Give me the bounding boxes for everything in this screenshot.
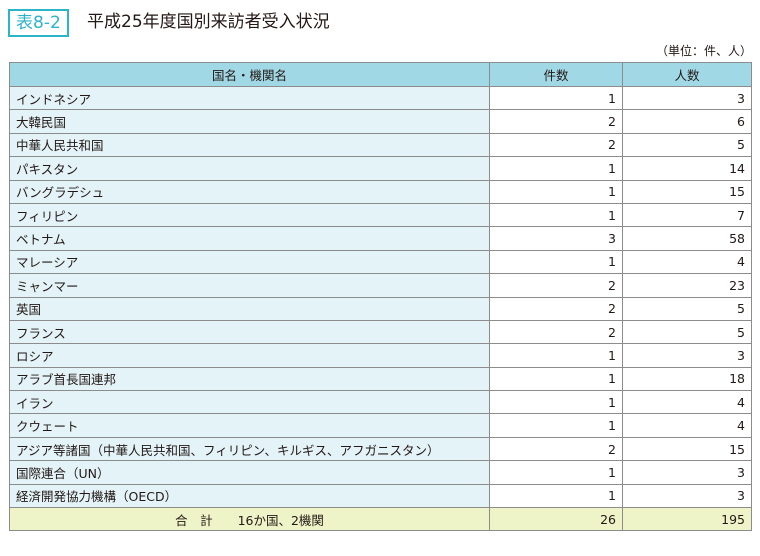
table-row: 国際連合（UN） 1 3 — [9, 460, 752, 485]
table-row: アラブ首長国連邦 1 18 — [9, 366, 752, 392]
count-cell: 1 — [489, 156, 623, 181]
count-cell: 1 — [489, 390, 623, 415]
people-cell: 4 — [622, 413, 752, 438]
people-cell: 6 — [622, 109, 752, 134]
table-row: 経済開発協力機構（OECD） 1 3 — [9, 483, 752, 509]
name-cell: インドネシア — [9, 85, 490, 111]
count-cell: 2 — [489, 273, 623, 298]
total-label: 合 計 16か国、2機関 — [9, 507, 490, 532]
name-cell: マレーシア — [9, 249, 490, 275]
unit-note: （単位：件、人） — [655, 44, 752, 58]
total-count: 26 — [489, 507, 623, 532]
count-cell: 3 — [489, 226, 623, 251]
people-cell: 7 — [622, 202, 752, 228]
people-cell: 3 — [622, 483, 752, 509]
count-cell: 1 — [489, 249, 623, 275]
visitor-table: 国名・機関名 件数 人数 インドネシア 1 3 大韓民国 2 6 中華人民共和国 2 5 パキスタ… — [9, 62, 752, 532]
table-number-label: 表8-2 — [8, 9, 69, 37]
name-cell: パキスタン — [9, 156, 490, 181]
table-row: アジア等諸国（中華人民共和国、フィリピン、キルギス、アフガニスタン） 2 15 — [9, 436, 752, 462]
people-cell: 5 — [622, 132, 752, 158]
people-cell: 3 — [622, 460, 752, 485]
table-row: マレーシア 1 4 — [9, 249, 752, 275]
table-row: クウェート 1 4 — [9, 413, 752, 438]
header-name: 国名・機関名 — [9, 62, 490, 87]
people-cell: 23 — [622, 273, 752, 298]
people-cell: 4 — [622, 249, 752, 275]
count-cell: 1 — [489, 413, 623, 438]
table-row: インドネシア 1 3 — [9, 85, 752, 111]
header-count: 件数 — [489, 62, 623, 87]
name-cell: イラン — [9, 390, 490, 415]
name-cell: クウェート — [9, 413, 490, 438]
people-cell: 15 — [622, 179, 752, 204]
table-row: 英国 2 5 — [9, 296, 752, 321]
table-row: 大韓民国 2 6 — [9, 109, 752, 134]
count-cell: 1 — [489, 179, 623, 204]
people-cell: 15 — [622, 436, 752, 462]
table-row: ベトナム 3 58 — [9, 226, 752, 251]
count-cell: 1 — [489, 85, 623, 111]
name-cell: 中華人民共和国 — [9, 132, 490, 158]
name-cell: ベトナム — [9, 226, 490, 251]
header-people: 人数 — [622, 62, 752, 87]
name-cell: フィリピン — [9, 202, 490, 228]
table-row: ミャンマー 2 23 — [9, 273, 752, 298]
people-cell: 5 — [622, 296, 752, 321]
total-people: 195 — [622, 507, 752, 532]
count-cell: 2 — [489, 132, 623, 158]
name-cell: ロシア — [9, 343, 490, 368]
name-cell: 大韓民国 — [9, 109, 490, 134]
table-row: パキスタン 1 14 — [9, 156, 752, 181]
count-cell: 2 — [489, 296, 623, 321]
count-cell: 2 — [489, 319, 623, 345]
name-cell: 英国 — [9, 296, 490, 321]
count-cell: 1 — [489, 202, 623, 228]
count-cell: 2 — [489, 436, 623, 462]
table-row: バングラデシュ 1 15 — [9, 179, 752, 204]
name-cell: アジア等諸国（中華人民共和国、フィリピン、キルギス、アフガニスタン） — [9, 436, 490, 462]
total-row: 合 計 16か国、2機関 26 195 — [9, 507, 752, 532]
name-cell: 国際連合（UN） — [9, 460, 490, 485]
table-row: ロシア 1 3 — [9, 343, 752, 368]
people-cell: 58 — [622, 226, 752, 251]
table-row: フランス 2 5 — [9, 319, 752, 345]
count-cell: 1 — [489, 483, 623, 509]
people-cell: 5 — [622, 319, 752, 345]
count-cell: 1 — [489, 366, 623, 392]
table-title: 平成25年度国別来訪者受入状況 — [87, 12, 330, 32]
table-row: 中華人民共和国 2 5 — [9, 132, 752, 158]
count-cell: 1 — [489, 343, 623, 368]
name-cell: バングラデシュ — [9, 179, 490, 204]
name-cell: アラブ首長国連邦 — [9, 366, 490, 392]
people-cell: 3 — [622, 343, 752, 368]
name-cell: ミャンマー — [9, 273, 490, 298]
count-cell: 1 — [489, 460, 623, 485]
table-row: イラン 1 4 — [9, 390, 752, 415]
table-row: フィリピン 1 7 — [9, 202, 752, 228]
count-cell: 2 — [489, 109, 623, 134]
people-cell: 18 — [622, 366, 752, 392]
people-cell: 3 — [622, 85, 752, 111]
people-cell: 14 — [622, 156, 752, 181]
name-cell: フランス — [9, 319, 490, 345]
name-cell: 経済開発協力機構（OECD） — [9, 483, 490, 509]
people-cell: 4 — [622, 390, 752, 415]
